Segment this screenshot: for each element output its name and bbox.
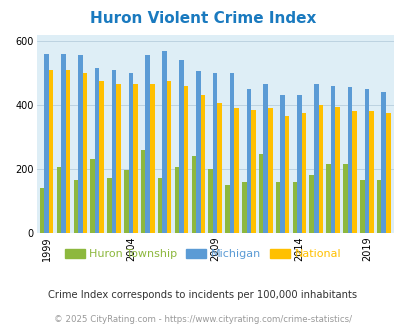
Bar (368, 111, 373, 233)
Bar (107, 178, 111, 233)
Bar (124, 170, 128, 233)
Bar (66, 70, 70, 233)
Bar (99, 81, 104, 233)
Bar (73, 180, 78, 233)
Bar (179, 60, 183, 233)
Text: Huron Violent Crime Index: Huron Violent Crime Index (90, 11, 315, 26)
Bar (258, 154, 263, 233)
Bar (318, 105, 322, 233)
Bar (347, 87, 352, 233)
Bar (183, 86, 188, 233)
Bar (225, 185, 229, 233)
Bar (128, 73, 133, 233)
Bar (301, 113, 305, 233)
Bar (335, 107, 339, 233)
Bar (352, 111, 356, 233)
Bar (296, 95, 301, 233)
Bar (166, 81, 171, 233)
Bar (95, 68, 99, 233)
Bar (196, 71, 200, 233)
Bar (49, 70, 53, 233)
Bar (150, 84, 154, 233)
Bar (284, 116, 289, 233)
Bar (145, 55, 150, 233)
Text: © 2025 CityRating.com - https://www.cityrating.com/crime-statistics/: © 2025 CityRating.com - https://www.city… (54, 314, 351, 324)
Bar (267, 108, 272, 233)
Bar (217, 103, 222, 233)
Bar (385, 113, 390, 233)
Bar (263, 84, 267, 233)
Bar (330, 86, 335, 233)
Bar (83, 73, 87, 233)
Bar (57, 167, 61, 233)
Bar (44, 54, 49, 233)
Bar (241, 182, 246, 233)
Bar (234, 108, 238, 233)
Text: Crime Index corresponds to incidents per 100,000 inhabitants: Crime Index corresponds to incidents per… (48, 290, 357, 300)
Bar (275, 182, 279, 233)
Bar (133, 84, 137, 233)
Bar (313, 84, 318, 233)
Bar (309, 175, 313, 233)
Bar (376, 180, 380, 233)
Bar (90, 159, 95, 233)
Bar (158, 178, 162, 233)
Bar (212, 73, 217, 233)
Bar (61, 54, 66, 233)
Bar (342, 164, 347, 233)
Bar (40, 188, 44, 233)
Bar (326, 164, 330, 233)
Bar (279, 95, 284, 233)
Bar (191, 156, 196, 233)
Bar (364, 89, 368, 233)
Bar (116, 84, 121, 233)
Bar (246, 89, 251, 233)
Bar (174, 167, 179, 233)
Bar (380, 92, 385, 233)
Legend: Huron Township, Michigan, National: Huron Township, Michigan, National (60, 244, 345, 263)
Bar (200, 95, 205, 233)
Bar (162, 50, 166, 233)
Bar (141, 149, 145, 233)
Bar (111, 70, 116, 233)
Bar (208, 169, 212, 233)
Bar (251, 110, 255, 233)
Bar (78, 55, 83, 233)
Bar (292, 182, 296, 233)
Bar (229, 73, 234, 233)
Bar (359, 180, 364, 233)
